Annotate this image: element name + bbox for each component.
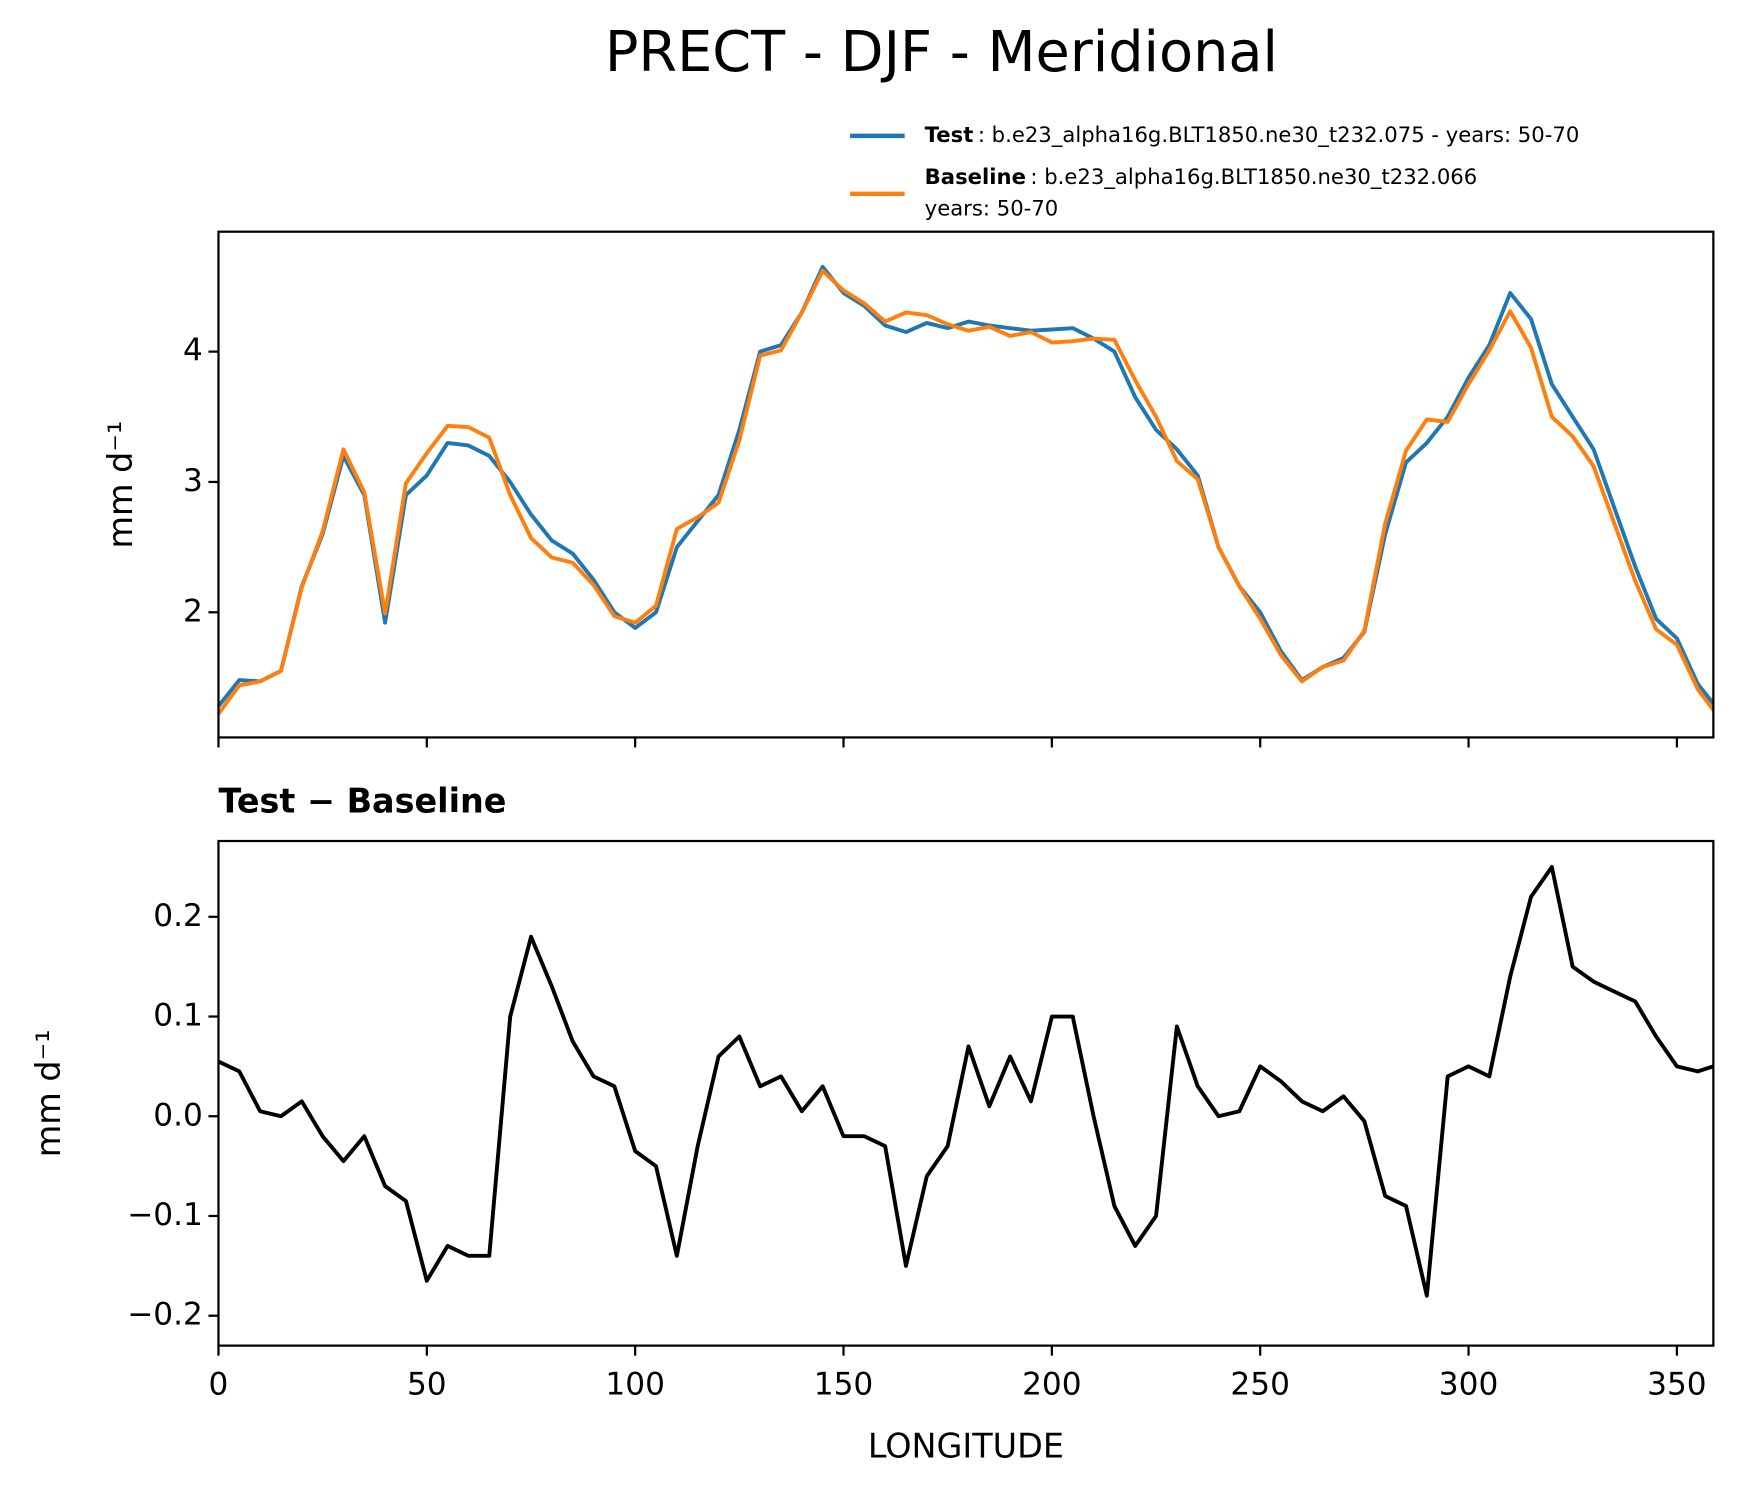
data-line <box>216 264 1715 708</box>
y-tick-label: 0.1 <box>153 998 203 1034</box>
data-line <box>217 865 1714 1298</box>
y-axis-label: mm d⁻¹ <box>29 1029 68 1157</box>
x-tick-label: 200 <box>1022 1367 1082 1403</box>
y-tick-label: −0.2 <box>127 1297 203 1333</box>
x-tick-label: 50 <box>407 1367 447 1403</box>
x-tick-label: 150 <box>814 1367 874 1403</box>
y-tick-label: 2 <box>183 593 203 629</box>
figure-title: PRECT - DJF - Meridional <box>605 20 1278 85</box>
x-tick-label: 0 <box>209 1367 229 1403</box>
y-tick-label: 0.0 <box>153 1097 203 1133</box>
y-tick-label: 0.2 <box>153 898 203 934</box>
data-line <box>216 268 1715 716</box>
legend-name: Baseline <box>925 164 1026 189</box>
legend-description: years: 50-70 <box>925 195 1059 220</box>
x-tick-label: 100 <box>605 1367 665 1403</box>
legend-name: Test <box>925 122 974 147</box>
legend-description: : b.e23_alpha16g.BLT1850.ne30_t232.066 <box>1030 164 1477 189</box>
x-tick-label: 250 <box>1230 1367 1290 1403</box>
y-tick-label: 3 <box>183 463 203 499</box>
panel-title: Test − Baseline <box>218 782 506 821</box>
y-axis-label: mm d⁻¹ <box>101 421 140 549</box>
plot-frame <box>217 230 1715 739</box>
plot-frame <box>217 839 1715 1347</box>
legend-description: : b.e23_alpha16g.BLT1850.ne30_t232.075 -… <box>978 122 1579 147</box>
x-tick-label: 300 <box>1439 1367 1499 1403</box>
x-axis-label: LONGITUDE <box>868 1427 1064 1466</box>
x-tick-label: 350 <box>1647 1367 1707 1403</box>
y-tick-label: 4 <box>183 333 203 369</box>
y-tick-label: −0.1 <box>127 1197 203 1233</box>
